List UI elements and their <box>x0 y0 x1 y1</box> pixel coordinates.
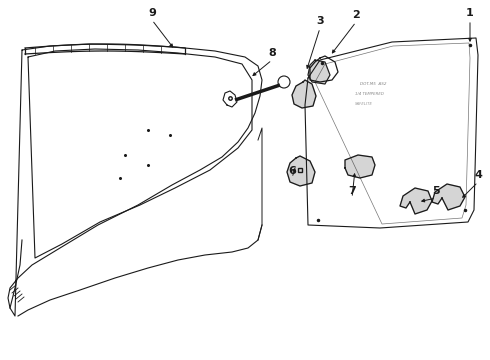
Polygon shape <box>432 184 465 210</box>
Text: 3: 3 <box>316 16 324 26</box>
Text: 1/4 TEMPERED: 1/4 TEMPERED <box>355 92 384 96</box>
Text: 9: 9 <box>148 8 156 18</box>
Text: DOT-M5  AS2: DOT-M5 AS2 <box>360 82 387 86</box>
Polygon shape <box>345 155 375 178</box>
Polygon shape <box>308 60 330 84</box>
Text: 2: 2 <box>352 10 360 20</box>
Text: 8: 8 <box>268 48 276 58</box>
Text: 5: 5 <box>432 186 440 196</box>
Text: 7: 7 <box>348 186 356 196</box>
Text: 4: 4 <box>474 170 482 180</box>
Text: 1: 1 <box>466 8 474 18</box>
Text: 6: 6 <box>288 166 296 176</box>
Polygon shape <box>400 188 432 214</box>
Polygon shape <box>287 156 315 186</box>
Text: SAFELITE: SAFELITE <box>355 102 373 106</box>
Polygon shape <box>292 80 316 108</box>
